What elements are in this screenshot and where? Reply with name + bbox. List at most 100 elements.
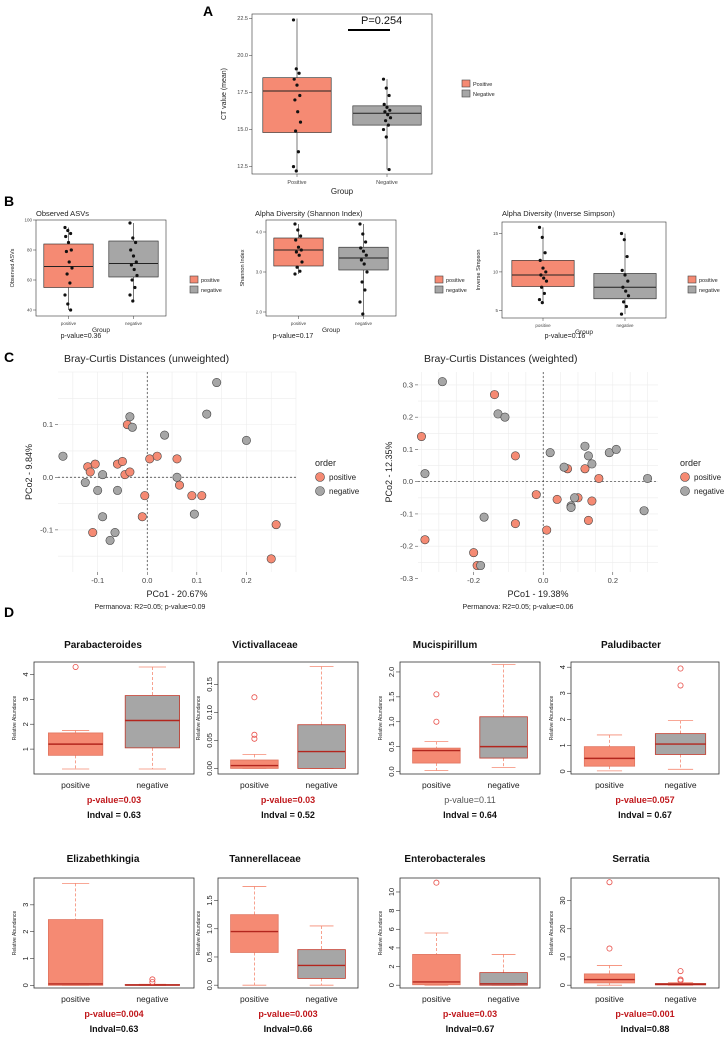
x-tick-label: 0.0 (538, 576, 548, 585)
x-tick-label: negative (488, 994, 520, 1004)
y-tick-label: 2 (21, 722, 30, 726)
y-tick-label: 10 (387, 888, 396, 896)
y-tick-label: -0.1 (40, 525, 53, 534)
data-point (294, 67, 298, 71)
point-negative (611, 444, 621, 454)
x-tick-label: positive (61, 780, 90, 790)
y-tick-label: 1.5 (205, 895, 214, 905)
y-tick-label: 4 (558, 665, 567, 669)
x-axis-label: Group (331, 187, 354, 196)
box-positive (48, 882, 104, 986)
y-tick-label: 0 (21, 983, 30, 987)
data-point (359, 258, 363, 262)
p-value-label: p-value=0.11 (444, 795, 496, 805)
x-tick-label: Positive (287, 180, 306, 186)
data-point (365, 270, 369, 274)
point-negative (476, 561, 486, 571)
box-body (230, 914, 279, 953)
x-tick-label: positive (291, 321, 307, 326)
box-positive (230, 886, 279, 986)
box-negative (124, 666, 180, 770)
data-point (300, 260, 304, 264)
data-point (537, 297, 542, 302)
legend-key-negative (434, 285, 444, 294)
y-tick-label: -0.1 (400, 509, 413, 518)
data-point (69, 308, 73, 312)
data-point (538, 258, 542, 262)
data-point (364, 240, 368, 244)
y-axis-label: Relative Abundance (378, 696, 384, 741)
legend-label: positive (446, 278, 465, 284)
p-value-label: p-value=0.03 (443, 1009, 497, 1019)
data-point (384, 86, 388, 90)
point-negative (559, 462, 569, 472)
y-tick-label: 1 (558, 743, 567, 747)
data-point (361, 232, 365, 236)
point-positive (137, 512, 147, 522)
point-negative (189, 509, 199, 519)
y-tick-label: 12.5 (237, 164, 248, 170)
data-point (131, 236, 135, 240)
point-negative (580, 441, 590, 451)
x-tick-label: Negative (376, 180, 398, 186)
x-tick-label: positive (422, 994, 451, 1004)
chart-title: Victivallaceae (232, 640, 298, 651)
y-tick-label: 0.0 (387, 766, 396, 776)
indval-label: Indval=0.88 (621, 1024, 670, 1034)
y-tick-label: 40 (27, 308, 33, 313)
data-point (540, 235, 544, 239)
data-point (363, 288, 367, 292)
outlier-point (251, 694, 258, 701)
p-value-label: p-value=0.03 (261, 795, 315, 805)
data-point (362, 262, 366, 266)
point-negative (98, 512, 108, 522)
data-point (134, 260, 138, 264)
data-point (542, 291, 547, 296)
chart-title: Bray-Curtis Distances (unweighted) (64, 353, 229, 365)
data-point (626, 279, 630, 283)
point-negative (545, 448, 555, 458)
data-point (623, 273, 627, 277)
y-tick-label: 0.05 (205, 733, 214, 748)
data-point (384, 135, 388, 139)
data-point (297, 253, 301, 257)
y-tick-label: 2.0 (387, 667, 396, 677)
data-point (65, 272, 69, 276)
y-axis-label: PCo2 - 12.35% (384, 441, 394, 502)
legend-title: order (680, 458, 701, 468)
data-point (293, 98, 297, 102)
outlier-point (677, 682, 684, 689)
x-axis-label: PCo1 - 19.38% (507, 589, 568, 599)
data-point (381, 77, 386, 81)
y-tick-label: 2 (558, 717, 567, 721)
y-tick-label: 3.0 (256, 270, 263, 275)
y-tick-label: 2 (387, 964, 396, 968)
y-tick-label: 0.10 (205, 705, 214, 720)
point-negative (500, 412, 510, 422)
y-tick-label: 3 (558, 691, 567, 695)
point-negative (241, 435, 251, 445)
data-point (359, 246, 363, 250)
data-point (540, 285, 544, 289)
legend-key-positive (315, 472, 325, 482)
p-value-label: p-value=0.03 (87, 795, 141, 805)
point-negative (643, 473, 653, 483)
panel-label-a: A (203, 3, 213, 19)
legend-key-negative (189, 285, 199, 294)
legend-key-Negative (461, 89, 471, 98)
data-point (541, 266, 545, 270)
data-point (358, 300, 362, 304)
box-negative (654, 968, 707, 986)
y-tick-label: 30 (558, 896, 567, 904)
x-tick-label: positive (240, 994, 269, 1004)
point-negative (479, 512, 489, 522)
data-point (69, 248, 73, 252)
point-negative (98, 470, 108, 480)
legend-label: negative (694, 487, 725, 496)
data-point (131, 254, 136, 258)
chart-title: Observed ASVs (36, 209, 89, 218)
data-point (543, 251, 547, 255)
data-point (69, 231, 73, 236)
legend-label: negative (329, 487, 360, 496)
box-body (412, 954, 461, 986)
